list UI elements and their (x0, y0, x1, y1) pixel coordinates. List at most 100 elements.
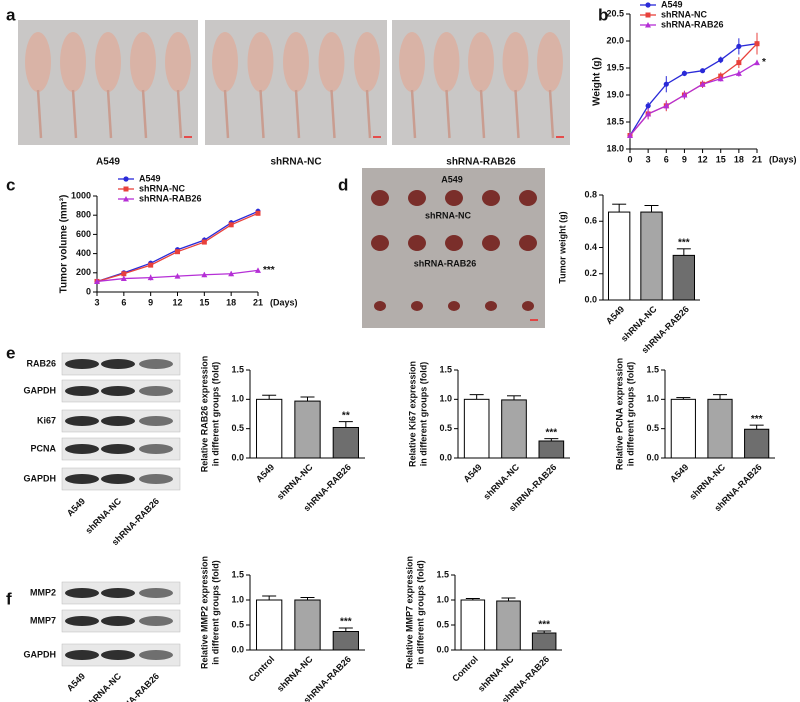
mouse-tail (223, 89, 230, 139)
y-axis-label: Tumor weight (g) (557, 211, 567, 283)
bar (460, 599, 486, 651)
y-tick-label: 0 (86, 286, 91, 296)
y-tick-label: 600 (76, 229, 91, 239)
mouse-body (537, 32, 563, 92)
bar (672, 254, 696, 301)
tumor (482, 190, 500, 206)
mouse-tail (176, 89, 183, 139)
tumor (482, 235, 500, 251)
x-tick-label: 21 (752, 154, 762, 164)
mouse-body (399, 32, 425, 92)
blot-band (139, 444, 173, 454)
bar (294, 599, 321, 651)
marker (754, 41, 760, 47)
mouse-body (318, 32, 345, 92)
mouse-tail (445, 89, 451, 139)
x-tick-label: 6 (121, 297, 126, 307)
mouse-body (247, 32, 274, 92)
blot-row-label: RAB26 (26, 358, 56, 368)
y-tick-label: 20.5 (606, 8, 624, 18)
y-tick-label: 18.0 (606, 143, 624, 153)
y-tick-label: 0.0 (231, 644, 244, 654)
y-tick-label: 0.0 (646, 452, 659, 462)
y-tick-label: 0.5 (436, 619, 449, 629)
mouse-body (433, 32, 460, 92)
y-tick-label: 400 (76, 248, 91, 258)
y-tick-label: 1.5 (436, 569, 449, 579)
marker (121, 271, 127, 277)
y-axis-label: Relative MMP2 expression (199, 556, 209, 669)
marker (228, 270, 235, 277)
x-tick-label: 3 (94, 297, 99, 307)
y-tick-label: 1.0 (436, 594, 449, 604)
annotation: *** (751, 414, 763, 425)
marker (201, 271, 208, 278)
blot-band (139, 650, 173, 660)
mouse-tail (330, 89, 336, 139)
blot-band (65, 474, 99, 484)
tumor (519, 190, 537, 206)
marker (699, 81, 706, 87)
y-tick-label: 0.0 (436, 644, 449, 654)
x-tick-label: 9 (148, 297, 153, 307)
mouse-body (468, 32, 494, 92)
bar (640, 211, 663, 301)
tumor (408, 235, 426, 251)
blot-band (101, 474, 135, 484)
marker (645, 2, 651, 8)
tumor (408, 190, 426, 206)
mouse-tail (36, 89, 43, 139)
marker (681, 70, 688, 76)
group-label: A549 (96, 157, 120, 168)
marker (228, 222, 234, 228)
y-axis-label: Weight (g) (592, 57, 603, 106)
series-line (629, 43, 758, 136)
mouse-tail (71, 89, 78, 139)
legend-label: shRNA-NC (661, 9, 707, 19)
y-axis-label: Tumor volume (mm³) (59, 195, 70, 294)
mouse-body (212, 32, 238, 92)
y-tick-label: 1.0 (439, 394, 452, 404)
bar (501, 399, 527, 459)
mouse-body (354, 32, 380, 92)
marker (147, 274, 154, 281)
series-line (629, 62, 758, 136)
y-axis-label: in different groups (fold) (210, 560, 220, 664)
blot-band (139, 416, 173, 426)
blot-band (101, 386, 135, 396)
y-tick-label: 0.5 (231, 423, 244, 433)
x-tick-label: 12 (698, 154, 708, 164)
bar (607, 211, 631, 301)
marker (735, 70, 742, 76)
annotation: ** (342, 410, 350, 421)
tumor (411, 301, 423, 311)
y-tick-label: 19.5 (606, 62, 624, 72)
blot-band (139, 616, 173, 626)
y-tick-label: 19.0 (606, 89, 624, 99)
marker (736, 43, 742, 50)
blot-band (65, 650, 99, 660)
blot-band (65, 444, 99, 454)
mouse-body (60, 32, 86, 92)
marker (663, 102, 670, 109)
blot-row-label: GAPDH (23, 473, 56, 483)
blot-band (65, 588, 99, 598)
blot-row-label: Ki67 (37, 415, 56, 425)
group-label: shRNA-RAB26 (446, 157, 516, 168)
y-axis-label: Relative RAB26 expression (199, 356, 209, 473)
y-tick-label: 0.0 (439, 452, 452, 462)
legend-label: shRNA-NC (139, 183, 185, 193)
annotation: *** (263, 265, 275, 276)
mouse-tail (479, 89, 486, 139)
mouse-tail (294, 89, 301, 139)
marker (120, 275, 127, 282)
blot-band (139, 474, 173, 484)
marker (718, 57, 724, 63)
marker (645, 12, 651, 18)
legend-label: shRNA-RAB26 (661, 19, 724, 29)
annotation: * (762, 57, 766, 68)
legend-label: A549 (139, 173, 161, 183)
x-tick-label: 18 (226, 297, 236, 307)
x-tick-label: 12 (172, 297, 182, 307)
y-tick-label: 1.5 (231, 364, 244, 374)
